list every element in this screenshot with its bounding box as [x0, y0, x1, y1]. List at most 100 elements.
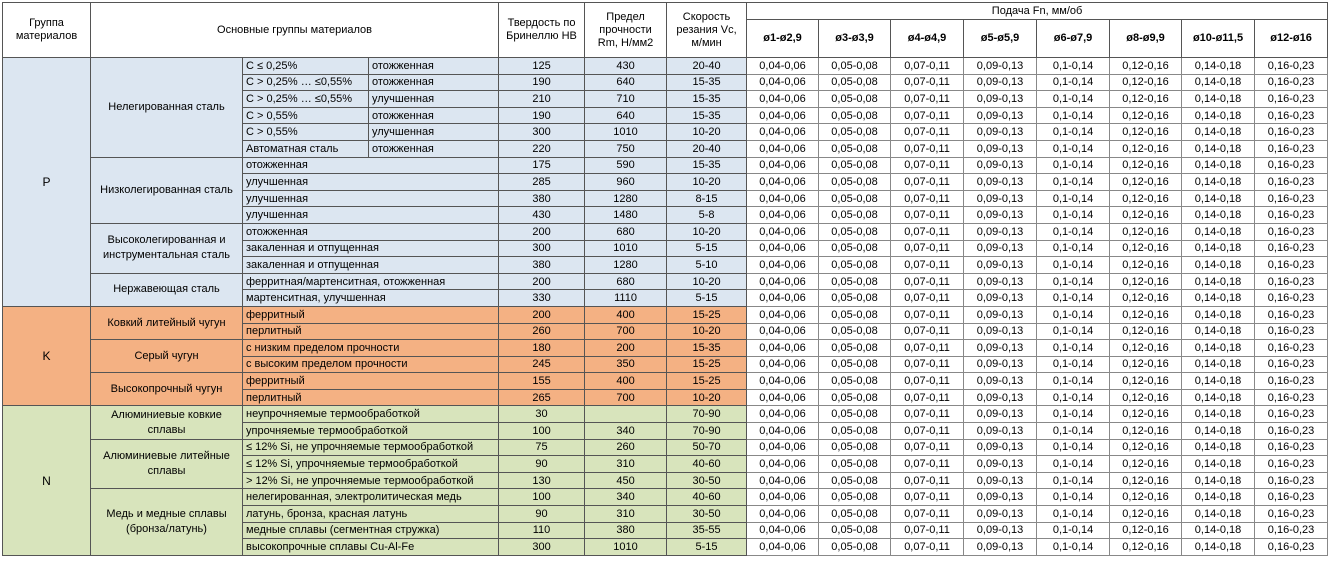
feed: 0,12-0,16 — [1109, 289, 1183, 307]
feed: 0,07-0,11 — [890, 355, 965, 374]
feed: 0,12-0,16 — [1109, 305, 1183, 324]
condition: мартенситная, улучшенная — [241, 289, 500, 307]
feed: 0,14-0,18 — [1181, 471, 1256, 490]
strength: 700 — [584, 388, 668, 407]
strength: 1010 — [584, 123, 668, 141]
feed: 0,12-0,16 — [1109, 372, 1183, 390]
subgroup-name: Медь и медные сплавы (бронза/латунь) — [90, 488, 243, 556]
feed: 0,04-0,06 — [746, 372, 820, 390]
cutting-speed: 5-10 — [666, 256, 748, 274]
feed: 0,16-0,23 — [1254, 189, 1329, 208]
feed: 0,05-0,08 — [818, 521, 892, 540]
feed: 0,05-0,08 — [818, 305, 892, 324]
feed: 0,14-0,18 — [1181, 322, 1256, 341]
feed: 0,12-0,16 — [1109, 405, 1183, 424]
feed: 0,1-0,14 — [1036, 455, 1111, 473]
feed: 0,04-0,06 — [746, 272, 820, 291]
feed: 0,12-0,16 — [1109, 173, 1183, 191]
hardness: 200 — [498, 305, 586, 324]
feed: 0,09-0,13 — [963, 455, 1038, 473]
feed: 0,16-0,23 — [1254, 272, 1329, 291]
feed: 0,12-0,16 — [1109, 538, 1183, 556]
feed: 0,04-0,06 — [746, 289, 820, 307]
feed: 0,16-0,23 — [1254, 173, 1329, 191]
strength: 700 — [584, 322, 668, 341]
table-row: Серый чугун с низким пределом прочности 18… — [3, 339, 1329, 374]
header-row: ø1-ø2,9 ø3-ø3,9 ø4-ø4,9 ø5-ø5,9 ø6-ø7,9 … — [3, 19, 1329, 58]
subgroup-name: Нержавеющая сталь — [90, 272, 243, 307]
feed: 0,12-0,16 — [1109, 222, 1183, 241]
feed: 0,12-0,16 — [1109, 422, 1183, 440]
strength: 260 — [584, 438, 668, 457]
feed: 0,09-0,13 — [963, 90, 1038, 108]
feed: 0,04-0,06 — [746, 455, 820, 473]
condition: ферритный — [241, 305, 500, 324]
cutting-speed: 8-15 — [666, 189, 748, 208]
header-size: ø3-ø3,9 — [818, 19, 892, 58]
feed: 0,04-0,06 — [746, 538, 820, 556]
feed: 0,14-0,18 — [1181, 256, 1256, 274]
cutting-speed: 5-15 — [666, 538, 748, 556]
strength: 680 — [584, 222, 668, 241]
state: улучшенная — [367, 123, 500, 141]
hardness: 380 — [498, 256, 586, 274]
strength: 350 — [584, 355, 668, 374]
feed: 0,07-0,11 — [890, 57, 965, 75]
feed: 0,1-0,14 — [1036, 90, 1111, 108]
feed: 0,16-0,23 — [1254, 57, 1329, 75]
feed: 0,12-0,16 — [1109, 239, 1183, 258]
strength: 400 — [584, 372, 668, 390]
feed: 0,16-0,23 — [1254, 538, 1329, 556]
strength: 1280 — [584, 189, 668, 208]
feed: 0,05-0,08 — [818, 405, 892, 424]
feed: 0,04-0,06 — [746, 139, 820, 158]
feed: 0,09-0,13 — [963, 538, 1038, 556]
strength: 750 — [584, 139, 668, 158]
condition: улучшенная — [241, 206, 500, 224]
header-hb: Твердость по Бринеллю HB — [498, 2, 586, 58]
cutting-speed: 50-70 — [666, 438, 748, 457]
cutting-speed: 15-35 — [666, 339, 748, 357]
feed: 0,09-0,13 — [963, 256, 1038, 274]
feed: 0,07-0,11 — [890, 438, 965, 457]
feed: 0,14-0,18 — [1181, 222, 1256, 241]
feed: 0,12-0,16 — [1109, 388, 1183, 407]
cutting-speed: 15-25 — [666, 355, 748, 374]
feed: 0,16-0,23 — [1254, 422, 1329, 440]
feed: 0,04-0,06 — [746, 239, 820, 258]
feed: 0,1-0,14 — [1036, 422, 1111, 440]
cutting-speed: 70-90 — [666, 405, 748, 424]
feed: 0,04-0,06 — [746, 422, 820, 440]
condition: C > 0,25% … ≤0,55% — [242, 90, 369, 108]
feed: 0,04-0,06 — [746, 405, 820, 424]
feed: 0,16-0,23 — [1254, 339, 1329, 357]
header-size: ø10-ø11,5 — [1181, 19, 1256, 58]
feed: 0,1-0,14 — [1036, 355, 1111, 374]
hardness: 380 — [498, 189, 586, 208]
feed: 0,05-0,08 — [818, 422, 892, 440]
state: отожженная — [367, 139, 500, 158]
feed: 0,09-0,13 — [963, 106, 1038, 125]
hardness: 330 — [498, 289, 586, 307]
feed: 0,09-0,13 — [963, 322, 1038, 341]
feed: 0,1-0,14 — [1036, 139, 1111, 158]
feed: 0,12-0,16 — [1109, 256, 1183, 274]
feed: 0,1-0,14 — [1036, 538, 1111, 556]
feed: 0,1-0,14 — [1036, 123, 1111, 141]
feed: 0,07-0,11 — [890, 455, 965, 473]
feed: 0,07-0,11 — [890, 90, 965, 108]
feed: 0,12-0,16 — [1109, 488, 1183, 507]
feed: 0,09-0,13 — [963, 239, 1038, 258]
group-code: N — [2, 405, 91, 556]
condition: перлитный — [241, 322, 500, 341]
feed: 0,14-0,18 — [1181, 239, 1256, 258]
header-size: ø12-ø16 — [1254, 19, 1329, 58]
hardness: 130 — [498, 471, 586, 490]
feed: 0,07-0,11 — [890, 256, 965, 274]
hardness: 260 — [498, 322, 586, 341]
feed: 0,14-0,18 — [1181, 405, 1256, 424]
subgroup-name: Высокопрочный чугун — [90, 372, 243, 407]
feed: 0,14-0,18 — [1181, 139, 1256, 158]
table-row: мартенситная, улучшенная 330 1110 5-15 0,04-… — [3, 289, 1329, 307]
header-size: ø5-ø5,9 — [963, 19, 1038, 58]
